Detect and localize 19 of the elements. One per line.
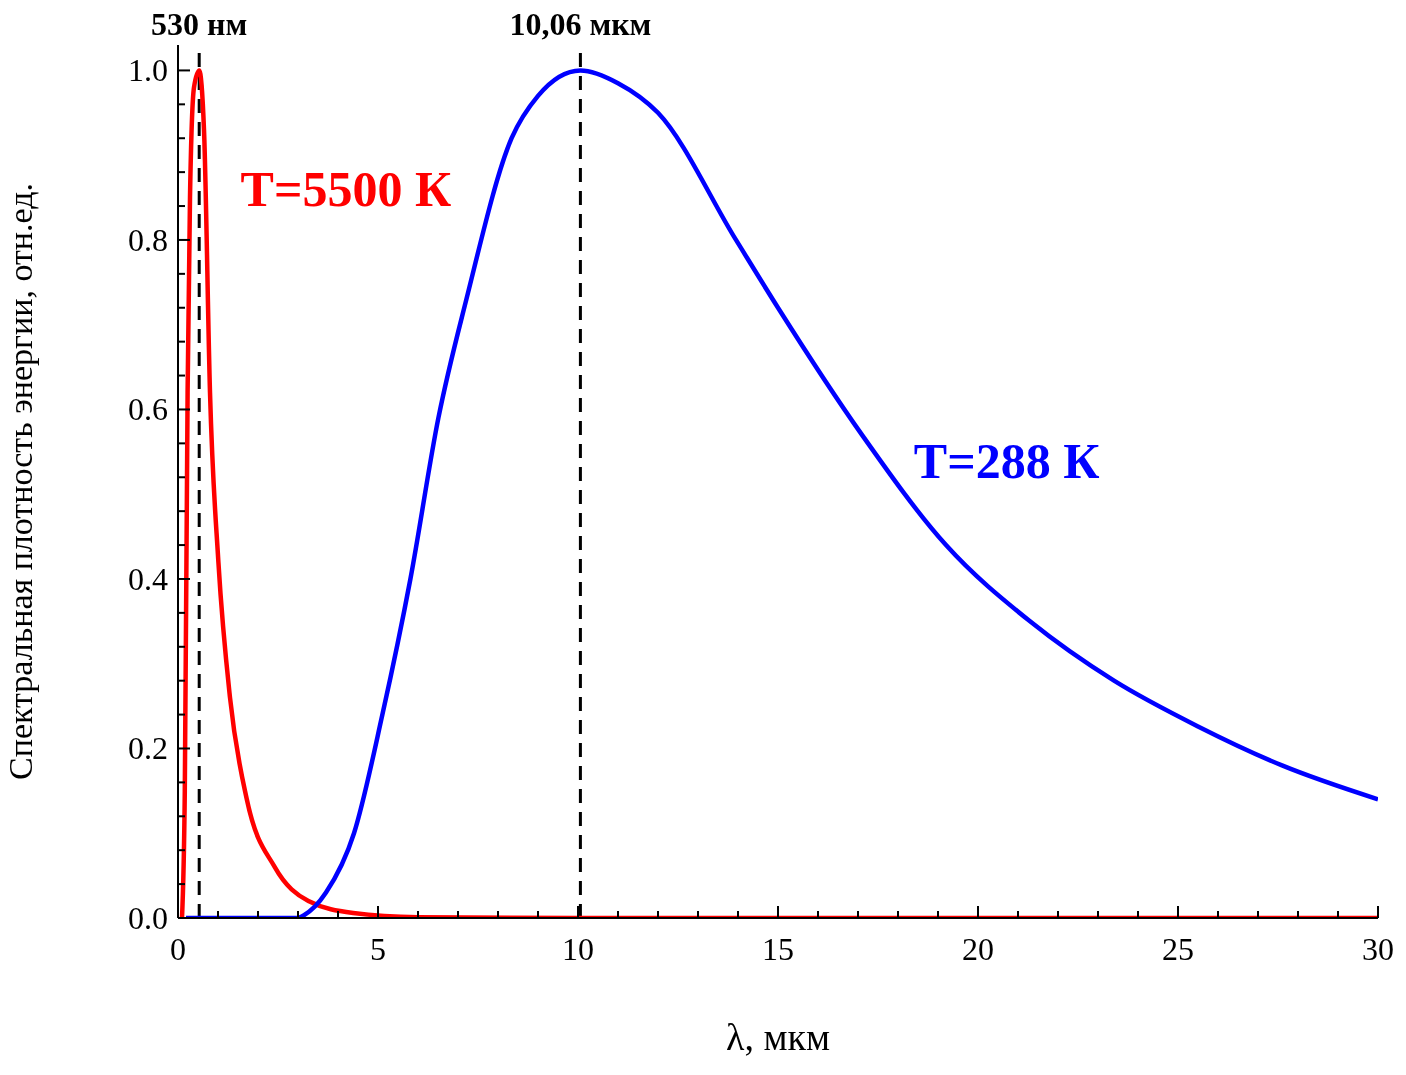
ref-line-label: 530 нм <box>151 6 248 42</box>
ref-line-label: 10,06 мкм <box>509 6 652 42</box>
x-tick-label: 20 <box>962 931 994 967</box>
y-tick-label: 0.4 <box>128 560 168 597</box>
x-tick-label: 30 <box>1362 931 1394 967</box>
x-tick-label: 15 <box>762 931 794 967</box>
x-tick-label: 25 <box>1162 931 1194 967</box>
y-tick-label: 0.2 <box>128 730 168 767</box>
x-axis-title: λ, мкм <box>726 1016 830 1058</box>
x-tick-label: 0 <box>170 931 186 967</box>
y-tick-label: 0.6 <box>128 391 168 428</box>
y-tick-label: 1.0 <box>128 52 168 89</box>
y-tick-label: 0.0 <box>128 900 168 936</box>
y-axis-title: Спектральная плотность энергии, отн.ед. <box>2 183 40 780</box>
x-tick-label: 10 <box>562 931 594 967</box>
series-label: T=5500 К <box>240 161 452 218</box>
x-tick-label: 5 <box>370 931 386 967</box>
y-tick-label: 0.8 <box>128 221 168 258</box>
series-label: T=288 К <box>913 432 1100 489</box>
